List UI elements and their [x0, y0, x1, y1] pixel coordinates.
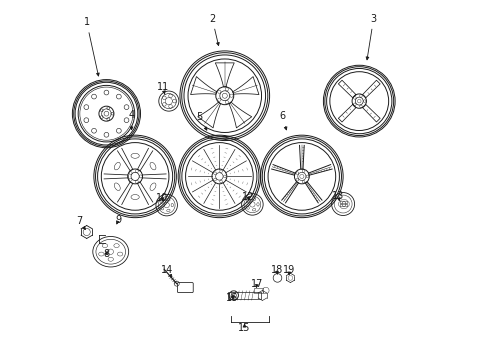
Text: 19: 19 [283, 265, 295, 275]
Bar [228, 292, 260, 299]
Text: 16: 16 [225, 293, 238, 303]
Text: 3: 3 [366, 14, 376, 60]
Text: 15: 15 [238, 323, 250, 333]
Text: 5: 5 [196, 112, 206, 130]
Text: 17: 17 [250, 279, 263, 289]
Text: 1: 1 [83, 17, 99, 76]
Text: 10: 10 [156, 193, 168, 203]
Bar [254, 288, 263, 293]
Text: 11: 11 [156, 82, 168, 95]
Text: 14: 14 [161, 265, 173, 278]
Text: 13: 13 [332, 191, 344, 201]
Text: 2: 2 [209, 14, 219, 45]
Text: 6: 6 [279, 111, 286, 130]
Text: 4: 4 [128, 111, 134, 130]
Text: 18: 18 [270, 265, 283, 275]
Text: 9: 9 [115, 215, 121, 225]
Text: 8: 8 [103, 248, 109, 258]
Text: 12: 12 [242, 192, 254, 202]
Text: 7: 7 [76, 216, 85, 229]
